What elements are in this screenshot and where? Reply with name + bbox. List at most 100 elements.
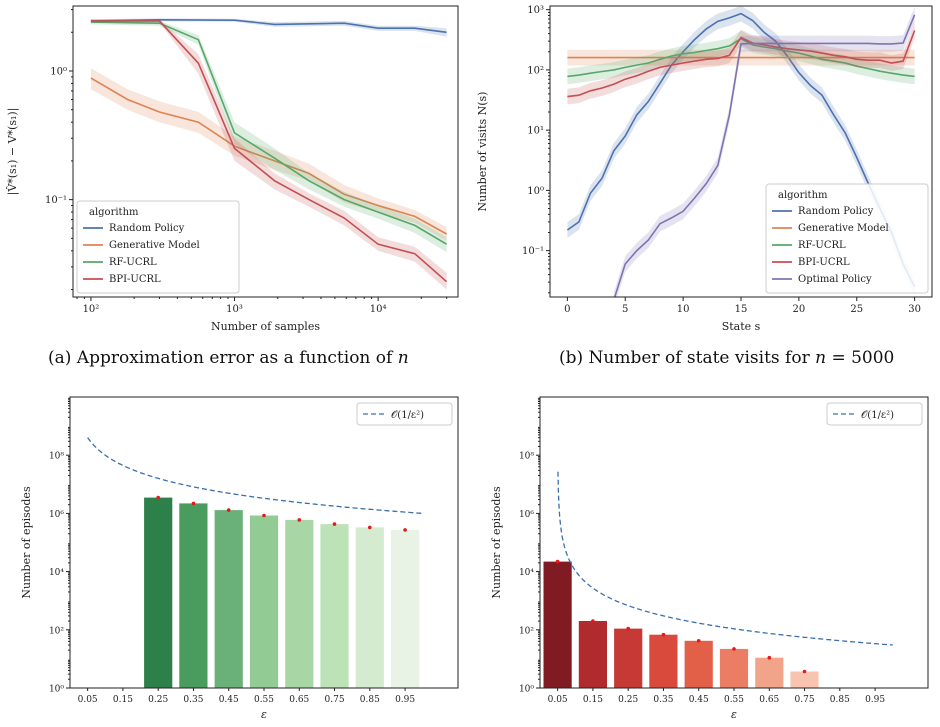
x-tick-label-c-5: 0.55 [254, 695, 274, 705]
series-band-a-2 [90, 19, 447, 253]
series-line-a-3 [90, 20, 448, 283]
caption-a-text: (a) Approximation error as a function of [48, 348, 398, 368]
plot-area-d [557, 471, 893, 646]
legend-box-d [826, 402, 923, 426]
series-line-b-3 [567, 30, 916, 98]
y-tick-label-c-1: 10² [49, 626, 64, 636]
y-tick-label-d-3: 10⁶ [519, 510, 534, 520]
x-tick-label-a-0: 10² [83, 304, 100, 315]
chart-a: 10² 10³ 10⁴ 10⁻¹ 10⁰ Number of samples |V̂*(s₁… [6, 5, 459, 333]
y-tick-label-c-3: 10⁶ [49, 510, 64, 520]
legend-label-b-2: RF-UCRL [798, 240, 846, 251]
legend-label-b-4: Optimal Policy [798, 274, 872, 285]
bar-c-5 [249, 515, 279, 688]
bar-marker-d-3 [661, 632, 666, 637]
x-tick-label-b-1: 5 [622, 304, 628, 315]
series-band-a-3 [90, 19, 447, 290]
x-tick-label-d-2: 0.25 [618, 695, 638, 705]
axes-frame-a [72, 5, 459, 298]
plot-area-b [566, 6, 916, 297]
bar-c-6 [285, 519, 314, 688]
bar-d-3 [649, 634, 678, 688]
legend-label-a-1: Generative Model [109, 240, 200, 251]
x-axis-label-c: ε [261, 708, 267, 721]
legend-label-b-0: Random Policy [798, 206, 874, 217]
bar-d-6 [755, 657, 784, 688]
legend-label-b-1: Generative Model [798, 223, 889, 234]
bar-marker-d-5 [732, 647, 736, 651]
x-tick-label-c-7: 0.75 [325, 695, 345, 705]
chart-b: 0 5 10 15 20 25 30 10⁻¹ 10⁰ 10¹ 10² 10³ State s Numbe… [476, 5, 933, 333]
x-axis-label-d: ε [731, 708, 737, 721]
bar-c-9 [391, 529, 420, 688]
y-tick-label-d-1: 10² [519, 626, 534, 636]
x-tick-label-c-0: 0.05 [78, 695, 98, 705]
bar-marker-d-7 [802, 669, 807, 674]
legend-label-b-3: BPI-UCRL [798, 257, 850, 268]
bar-c-3 [179, 503, 208, 688]
bar-c-2 [144, 497, 173, 688]
x-tick-label-c-6: 0.65 [289, 695, 309, 705]
legend-box-b [765, 183, 929, 294]
plot-area-a [90, 18, 448, 290]
y-tick-label-a-0: 10⁻¹ [45, 195, 67, 206]
y-axis-label-b: Number of visits N(s) [476, 92, 489, 212]
x-tick-label-d-3: 0.35 [653, 695, 673, 705]
x-tick-label-d-1: 0.15 [583, 695, 603, 705]
caption-a: (a) Approximation error as a function of… [48, 348, 409, 368]
x-tick-label-b-2: 10 [677, 304, 690, 315]
y-tick-label-c-2: 10⁴ [49, 568, 64, 578]
caption-a-var: n [397, 348, 409, 368]
y-tick-label-b-0: 10⁻¹ [522, 246, 544, 257]
chart-d: 0.05 0.15 0.25 0.35 0.45 0.55 0.65 0.75 0.85 0.95… [490, 396, 929, 721]
x-tick-label-b-4: 20 [793, 304, 806, 315]
reference-curve-c [87, 437, 423, 515]
legend-box-a [76, 200, 240, 294]
y-tick-label-c-4: 10⁸ [49, 452, 64, 462]
reference-curve-d [557, 471, 893, 646]
y-tick-label-b-1: 10⁰ [527, 186, 544, 197]
x-tick-label-d-0: 0.05 [548, 695, 568, 705]
caption-b-var: n [815, 348, 827, 368]
x-tick-label-c-2: 0.25 [148, 695, 168, 705]
y-tick-label-b-3: 10² [527, 65, 544, 76]
x-tick-label-b-6: 30 [908, 304, 921, 315]
bar-marker-c-3 [191, 501, 196, 506]
caption-b-text: (b) Number of state visits for [559, 348, 816, 368]
x-tick-label-d-6: 0.65 [759, 695, 779, 705]
x-tick-label-c-8: 0.85 [360, 695, 380, 705]
y-axis-label-a: |V̂*(s₁) − V*(s₁)| [6, 108, 20, 196]
bar-d-7 [790, 671, 819, 688]
y-axis-label-c: Number of episodes [20, 486, 33, 599]
x-tick-label-c-4: 0.45 [219, 695, 239, 705]
y-tick-label-d-0: 10⁰ [519, 685, 534, 695]
bar-d-1 [578, 621, 607, 688]
bar-marker-c-4 [226, 508, 231, 512]
series-line-a-2 [90, 21, 448, 245]
y-tick-label-d-4: 10⁸ [519, 452, 534, 462]
bar-marker-c-6 [297, 518, 302, 522]
x-tick-label-d-8: 0.85 [830, 695, 850, 705]
x-axis-label-b: State s [722, 320, 761, 333]
bar-marker-d-0 [555, 559, 560, 564]
bar-marker-c-9 [403, 528, 407, 532]
y-tick-label-b-4: 10³ [527, 5, 544, 16]
bar-d-5 [719, 648, 749, 688]
legend-label-d: 𝒪(1/ε²) [861, 410, 894, 421]
x-tick-label-d-4: 0.45 [689, 695, 709, 705]
plot-area-c [87, 437, 423, 515]
bar-d-0 [543, 561, 572, 688]
series-line-a-1 [90, 77, 447, 235]
x-tick-label-a-2: 10⁴ [370, 304, 387, 315]
y-axis-label-d: Number of episodes [490, 486, 503, 599]
x-tick-label-d-7: 0.75 [795, 695, 815, 705]
caption-b-suffix: = 5000 [826, 348, 895, 368]
legend-title-a: algorithm [89, 207, 139, 218]
bar-c-7 [320, 524, 349, 688]
x-tick-label-b-0: 0 [564, 304, 570, 315]
x-axis-label-a: Number of samples [211, 320, 320, 333]
x-tick-label-b-5: 25 [850, 304, 863, 315]
y-tick-label-d-2: 10⁴ [519, 568, 534, 578]
legend-label-a-3: BPI-UCRL [109, 274, 161, 285]
x-tick-label-d-9: 0.95 [865, 695, 885, 705]
